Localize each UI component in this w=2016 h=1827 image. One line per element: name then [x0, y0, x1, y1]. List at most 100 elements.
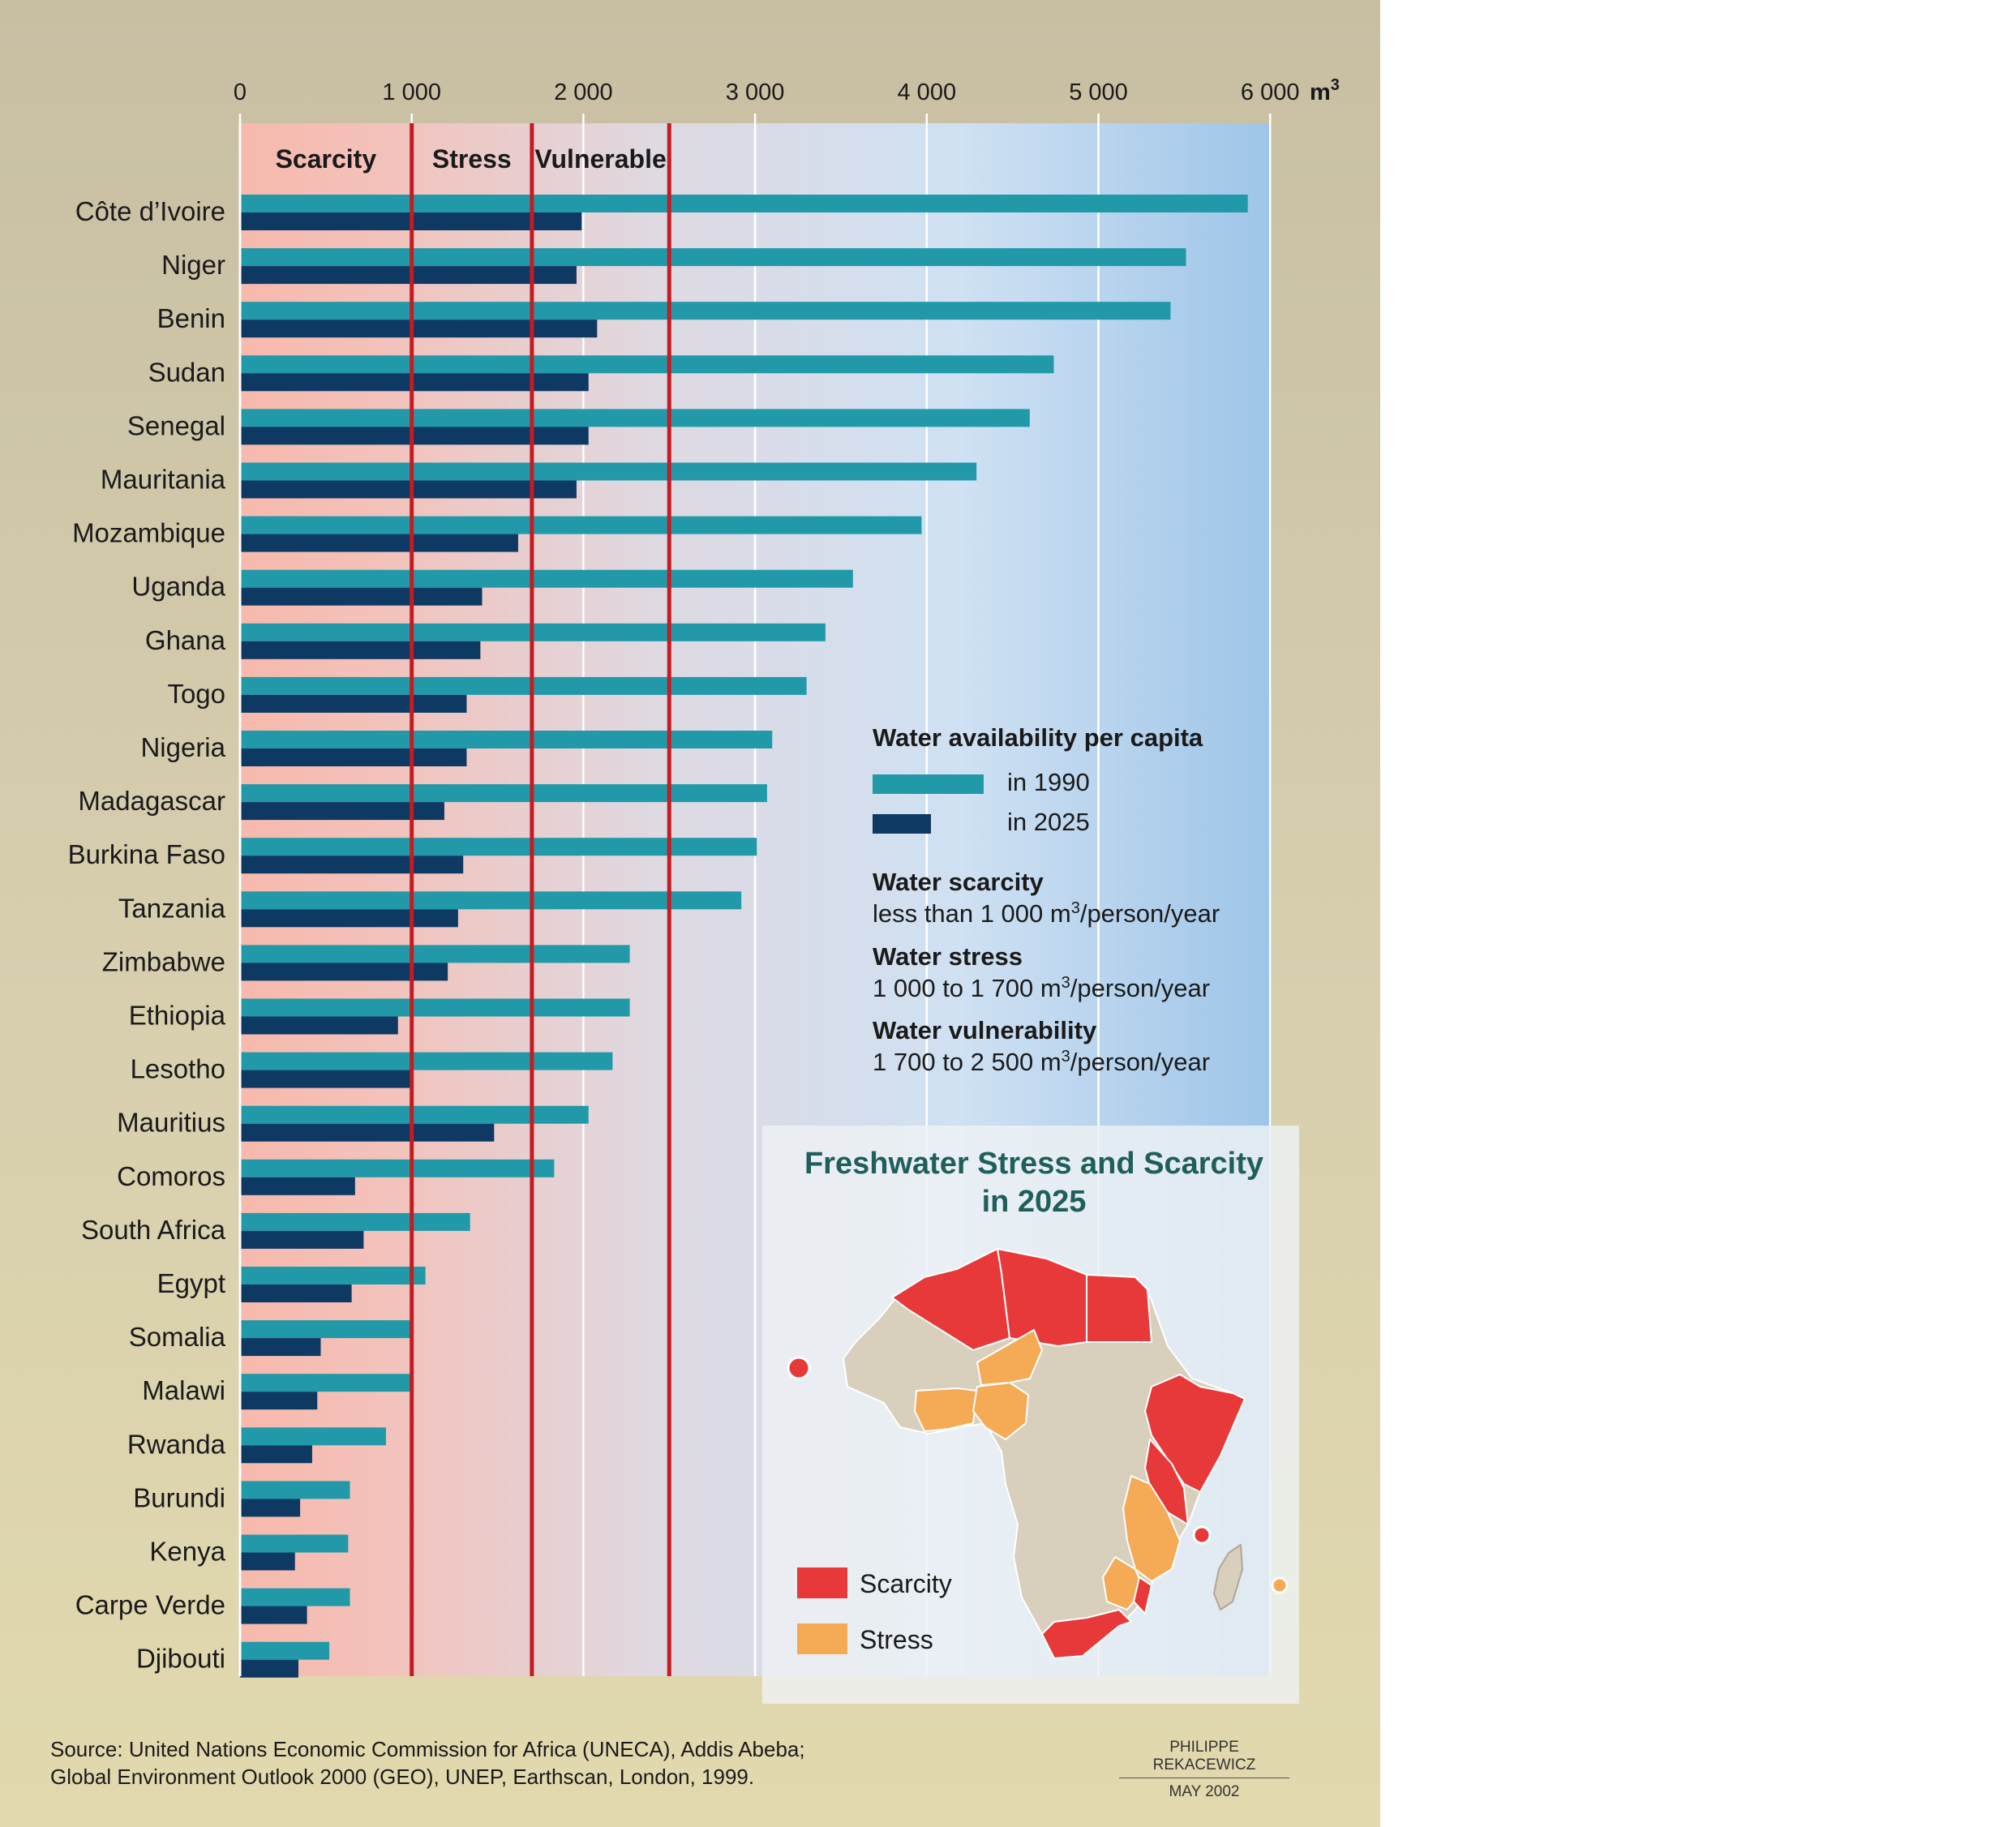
bar-2025	[240, 1445, 312, 1464]
country-label: Burundi	[133, 1482, 225, 1512]
legend-heading: Water availability per capita	[873, 723, 1203, 752]
bar-2025	[240, 373, 589, 392]
bar-2025	[240, 427, 589, 445]
bar-2025	[240, 1016, 398, 1035]
x-tick-label-1: 1 000	[382, 79, 441, 105]
bar-1990	[240, 676, 807, 695]
country-label: Nigeria	[140, 732, 225, 762]
country-label: Egypt	[157, 1268, 225, 1298]
zone-labels: Scarcity Stress Vulnerable	[276, 144, 667, 174]
map-madagascar	[1213, 1544, 1243, 1610]
map-stress-sahel	[976, 1329, 1043, 1386]
country-label: Burkina Faso	[68, 839, 225, 869]
country-label: Togo	[167, 679, 225, 709]
definition-scarcity-text: less than 1 000 m3/person/year	[873, 899, 1220, 928]
bar-1990	[240, 1641, 330, 1660]
bar-1990	[240, 891, 742, 910]
chart: 0 1 000 2 000 3 000 4 000 5 000 6 000 m3 Scarc…	[68, 76, 1340, 1704]
map-scarcity-egypt	[1086, 1274, 1152, 1343]
bar-1990	[240, 998, 630, 1017]
country-label: Ethiopia	[129, 1001, 226, 1031]
bars	[240, 195, 1248, 1678]
bar-1990	[240, 409, 1030, 427]
map-title-line1: Freshwater Stress and Scarcity	[804, 1147, 1263, 1181]
bar-2025	[240, 1338, 321, 1357]
definition-vulnerability-title: Water vulnerability	[873, 1016, 1097, 1044]
bar-1990	[240, 838, 757, 856]
map-scarcity-south-africa	[1041, 1609, 1132, 1659]
africa-map	[787, 1248, 1289, 1659]
bar-2025	[240, 909, 458, 928]
credit-date: MAY 2002	[1169, 1783, 1240, 1800]
bar-2025	[240, 748, 467, 766]
legend: Water availability per capita in 1990 in…	[873, 723, 1220, 1076]
map-stress-south-east	[1102, 1556, 1144, 1610]
bar-2025	[240, 694, 467, 713]
bar-1990	[240, 195, 1248, 212]
bar-2025	[240, 963, 448, 981]
zone-label-1: Stress	[432, 144, 512, 174]
bar-2025	[240, 1606, 307, 1624]
bar-2025	[240, 641, 481, 659]
zone-label-0: Scarcity	[276, 144, 377, 174]
country-label: Ghana	[145, 625, 226, 655]
country-label: Uganda	[131, 572, 225, 602]
bar-2025	[240, 1284, 352, 1302]
map-legend-scarcity-swatch	[797, 1568, 847, 1598]
country-label: Zimbabwe	[102, 946, 225, 976]
definition-scarcity-title: Water scarcity	[873, 868, 1044, 896]
bar-1990	[240, 569, 853, 588]
bar-2025	[240, 1070, 410, 1088]
definition-vulnerability-text: 1 700 to 2 500 m3/person/year	[873, 1048, 1210, 1076]
map-title-line2: in 2025	[982, 1185, 1087, 1219]
country-label: Kenya	[149, 1537, 225, 1567]
bar-1990	[240, 516, 922, 534]
bar-2025	[240, 1392, 318, 1410]
x-tick-label-3: 3 000	[726, 79, 785, 105]
definition-stress-title: Water stress	[873, 942, 1023, 971]
source-line-2: Global Environment Outlook 2000 (GEO), U…	[50, 1765, 755, 1789]
x-tick-label-6: 6 000	[1241, 79, 1300, 105]
country-label: Mauritania	[101, 465, 226, 495]
zone-label-2: Vulnerable	[534, 144, 666, 174]
x-tick-label-5: 5 000	[1069, 79, 1128, 105]
bar-1990	[240, 1481, 350, 1499]
country-label: Senegal	[127, 410, 225, 440]
bar-2025	[240, 1499, 301, 1517]
bar-2025	[240, 1552, 295, 1571]
map-mauritius-marker	[1271, 1576, 1289, 1594]
map-stress-west	[914, 1387, 978, 1432]
map-stress-nigeria	[972, 1382, 1029, 1440]
country-label: Carpe Verde	[75, 1590, 225, 1620]
bar-1990	[240, 945, 630, 963]
threshold-lines	[238, 123, 671, 1676]
bar-2025	[240, 320, 598, 338]
credit-author: PHILIPPE REKACEWICZ	[1119, 1739, 1289, 1778]
bar-1990	[240, 1159, 555, 1177]
legend-swatch-1990	[873, 774, 984, 794]
country-label: South Africa	[81, 1215, 226, 1245]
bar-1990	[240, 1427, 386, 1446]
bar-1990	[240, 302, 1171, 320]
map-scarcity-kenya	[1144, 1439, 1189, 1525]
country-label: Somalia	[129, 1322, 226, 1352]
bar-2025	[240, 266, 577, 285]
x-axis-ticks: 0 1 000 2 000 3 000 4 000 5 000 6 000	[234, 79, 1300, 105]
x-tick-label-4: 4 000	[898, 79, 957, 105]
definition-stress-text: 1 000 to 1 700 m3/person/year	[873, 974, 1210, 1002]
map-stress-madagascar	[1133, 1576, 1152, 1615]
bar-2025	[240, 587, 483, 606]
bar-1990	[240, 731, 773, 748]
bar-1990	[240, 1374, 410, 1392]
bar-2025	[240, 534, 518, 552]
bar-2025	[240, 1123, 495, 1142]
country-label: Benin	[157, 303, 225, 333]
credit: PHILIPPE REKACEWICZ MAY 2002	[1119, 1739, 1289, 1801]
map-inset: Freshwater Stress and Scarcity in 2025	[762, 1126, 1299, 1704]
legend-label-2025: in 2025	[1007, 808, 1090, 836]
bar-1990	[240, 784, 767, 803]
bar-1990	[240, 1212, 470, 1231]
country-label: Sudan	[148, 357, 225, 387]
bar-2025	[240, 1177, 355, 1195]
country-label: Malawi	[142, 1375, 225, 1405]
